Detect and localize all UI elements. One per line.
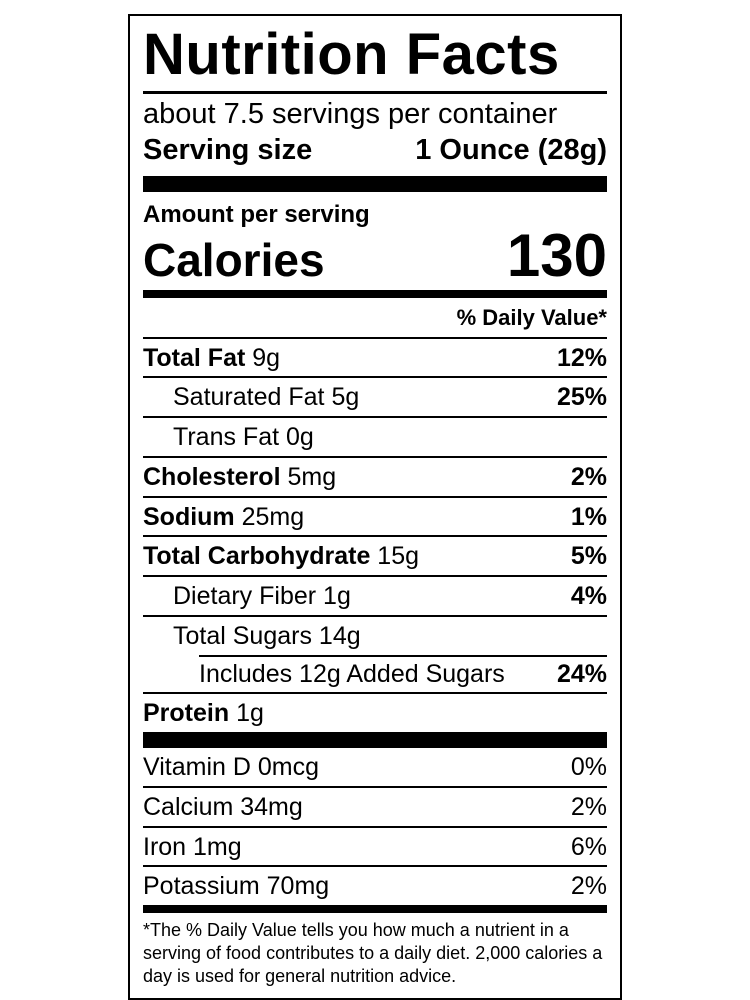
nutrient-row: Total Carbohydrate 15g 5% [143, 535, 607, 575]
vitamin-row: Potassium 70mg 2% [143, 865, 607, 905]
nutrient-name-amount: Trans Fat 0g [173, 423, 314, 452]
nutrient-daily-value: 1% [570, 502, 607, 531]
vitamin-daily-value: 2% [570, 872, 607, 901]
nutrient-name: Total Carbohydrate [143, 542, 371, 571]
nutrient-name-amount: Total Sugars 14g [173, 622, 361, 651]
nutrient-amount: 1g [236, 699, 264, 728]
nutrient-daily-value: 2% [570, 462, 607, 491]
separator-bar-medium-footnote [143, 905, 607, 914]
nutrient-name-amount: Total Carbohydrate 15g [143, 542, 419, 571]
daily-value-header: % Daily Value* [456, 304, 607, 330]
vitamin-name: Vitamin D 0mcg [143, 753, 319, 782]
nutrient-name: Total Sugars [173, 621, 312, 650]
nutrient-amount: 0g [286, 423, 314, 452]
nutrient-amount: 5mg [287, 462, 337, 491]
vitamin-name: Calcium 34mg [143, 792, 303, 821]
nutrient-row: Dietary Fiber 1g 4% [143, 575, 607, 615]
serving-size-label: Serving size [143, 133, 313, 166]
nutrient-row: Includes 12g Added Sugars 24% [143, 654, 607, 693]
nutrient-name: Saturated Fat [173, 383, 325, 412]
footnote-line: day is used for general nutrition advice… [143, 966, 457, 987]
nutrient-row: Total Sugars 14g [143, 614, 607, 655]
nutrition-facts-label: Nutrition Facts about 7.5 servings per c… [128, 14, 622, 1000]
nutrient-name-amount: Saturated Fat 5g [173, 383, 359, 412]
nutrient-row: Cholesterol 5mg 2% [143, 455, 607, 496]
nutrient-amount: 5g [331, 383, 360, 412]
title-rule [143, 90, 607, 94]
nutrient-name-amount: Dietary Fiber 1g [173, 582, 351, 611]
nutrient-name: Protein [143, 699, 230, 728]
servings-per-container: about 7.5 servings per container [143, 97, 558, 130]
vitamin-name: Potassium 70mg [143, 872, 330, 901]
nutrient-row: Trans Fat 0g [143, 416, 607, 456]
nutrient-name: Sodium [143, 502, 235, 531]
nutrient-amount: 9g [252, 343, 281, 372]
nutrient-amount: 1g [323, 582, 351, 611]
vitamin-rows: Vitamin D 0mcg 0% Calcium 34mg 2% Iron 1… [143, 748, 607, 905]
nutrient-amount: 25mg [241, 502, 305, 531]
calories-label: Calories [143, 233, 325, 286]
nutrient-row: Total Fat 9g 12% [143, 336, 607, 377]
nutrient-amount: 14g [318, 621, 361, 650]
nutrient-daily-value: 12% [556, 343, 607, 372]
nutrient-name-amount: Total Fat 9g [143, 344, 280, 373]
serving-size-value: 1 Ounce (28g) [415, 133, 607, 166]
footnote-line: serving of food contributes to a daily d… [143, 943, 603, 964]
footnote-line: *The % Daily Value tells you how much a … [143, 920, 569, 941]
nutrient-name-amount: Sodium 25mg [143, 503, 304, 532]
vitamin-name-amount: Calcium 34mg [143, 793, 303, 822]
serving-size-row: Serving size 1 Ounce (28g) [143, 131, 607, 176]
nutrient-name-amount: Protein 1g [143, 699, 264, 728]
nutrient-daily-value: 25% [556, 383, 607, 412]
nutrient-row: Saturated Fat 5g 25% [143, 376, 607, 416]
nutrient-name: Cholesterol [143, 462, 281, 491]
vitamin-row: Calcium 34mg 2% [143, 785, 607, 826]
separator-bar-thick-protein [143, 732, 607, 749]
vitamin-name: Iron 1mg [143, 832, 242, 861]
nutrient-name: Trans Fat [173, 423, 280, 452]
vitamin-name-amount: Iron 1mg [143, 833, 242, 862]
nutrient-amount: 15g [377, 542, 420, 571]
nutrient-daily-value: 4% [570, 582, 607, 611]
label-title: Nutrition Facts [143, 22, 560, 87]
separator-bar-medium-calories [143, 289, 607, 298]
vitamin-daily-value: 0% [570, 753, 607, 782]
nutrient-name: Includes 12g Added Sugars [199, 659, 505, 688]
vitamin-name-amount: Potassium 70mg [143, 872, 329, 901]
calories-value: 130 [506, 221, 607, 289]
vitamin-daily-value: 2% [570, 792, 607, 821]
nutrient-row: Protein 1g [143, 692, 607, 732]
vitamin-daily-value: 6% [570, 832, 607, 861]
nutrient-rows: Total Fat 9g 12% Saturated Fat 5g 25% Tr… [143, 336, 607, 733]
nutrient-daily-value: 5% [570, 542, 607, 571]
vitamin-row: Vitamin D 0mcg 0% [143, 748, 607, 786]
nutrient-name-amount: Includes 12g Added Sugars [199, 660, 505, 689]
vitamin-row: Iron 1mg 6% [143, 825, 607, 866]
calories-row: Calories 130 [143, 221, 607, 290]
footnote: *The % Daily Value tells you how much a … [143, 913, 607, 988]
nutrient-name: Total Fat [143, 343, 246, 372]
nutrient-row: Sodium 25mg 1% [143, 495, 607, 536]
nutrient-daily-value: 24% [556, 659, 607, 688]
nutrient-name-amount: Cholesterol 5mg [143, 463, 336, 492]
amount-per-serving-label: Amount per serving [143, 200, 370, 228]
separator-bar-thick-top [143, 175, 607, 192]
vitamin-name-amount: Vitamin D 0mcg [143, 753, 319, 782]
nutrient-name: Dietary Fiber [173, 582, 317, 611]
